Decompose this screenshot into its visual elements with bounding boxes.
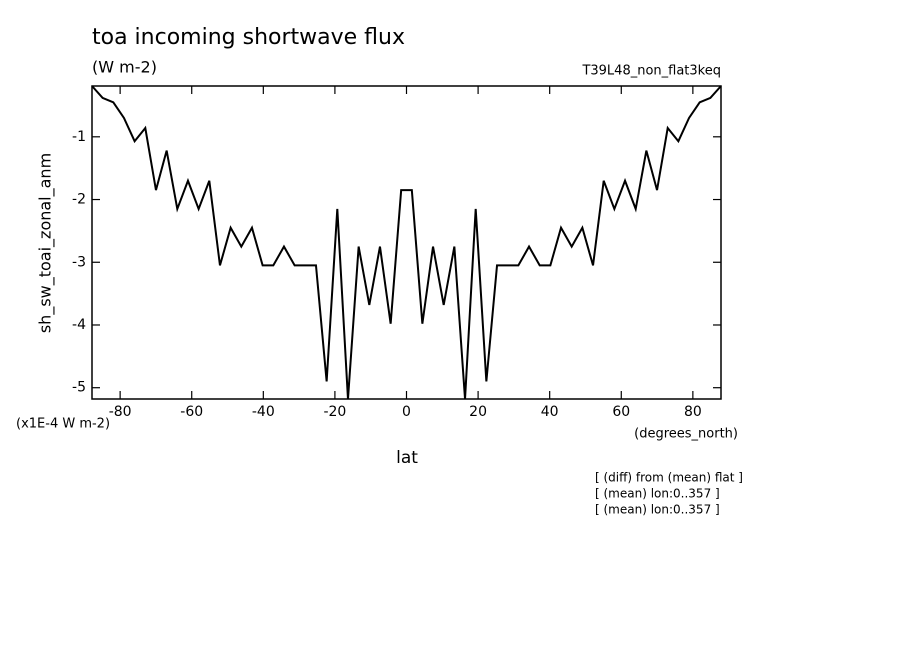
note: [ (diff) from (mean) flat ] (595, 471, 743, 485)
y-tick-label: -5 (72, 380, 86, 396)
y-tick-label: -4 (72, 317, 86, 333)
run-label: T39L48_non_flat3keq (581, 64, 721, 79)
x-tick-label: 40 (541, 404, 559, 420)
note: [ (mean) lon:0..357 ] (595, 487, 720, 501)
x-tick-label: -80 (109, 404, 132, 420)
plot-frame (91, 85, 722, 400)
y-tick-label: -2 (72, 192, 86, 208)
y-tick-label: -1 (72, 129, 86, 145)
x-tick-label: 0 (402, 404, 411, 420)
x-tick-label: -60 (180, 404, 203, 420)
y-axis-label: sh_sw_toai_zonal_anm (36, 153, 56, 333)
chart-subtitle: (W m-2) (92, 58, 157, 77)
x-tick-label: 80 (684, 404, 702, 420)
chart-title: toa incoming shortwave flux (92, 25, 405, 50)
y-tick-label: -3 (72, 254, 86, 270)
x-axis-label: lat (396, 448, 418, 468)
y-axis-unit: (x1E-4 W m-2) (16, 417, 110, 432)
x-tick-label: 20 (469, 404, 487, 420)
x-tick-label: 60 (612, 404, 630, 420)
x-tick-label: -20 (323, 404, 346, 420)
note: [ (mean) lon:0..357 ] (595, 503, 720, 517)
x-tick-label: -40 (252, 404, 275, 420)
x-axis-unit: (degrees_north) (634, 427, 738, 442)
data-line (91, 85, 722, 400)
